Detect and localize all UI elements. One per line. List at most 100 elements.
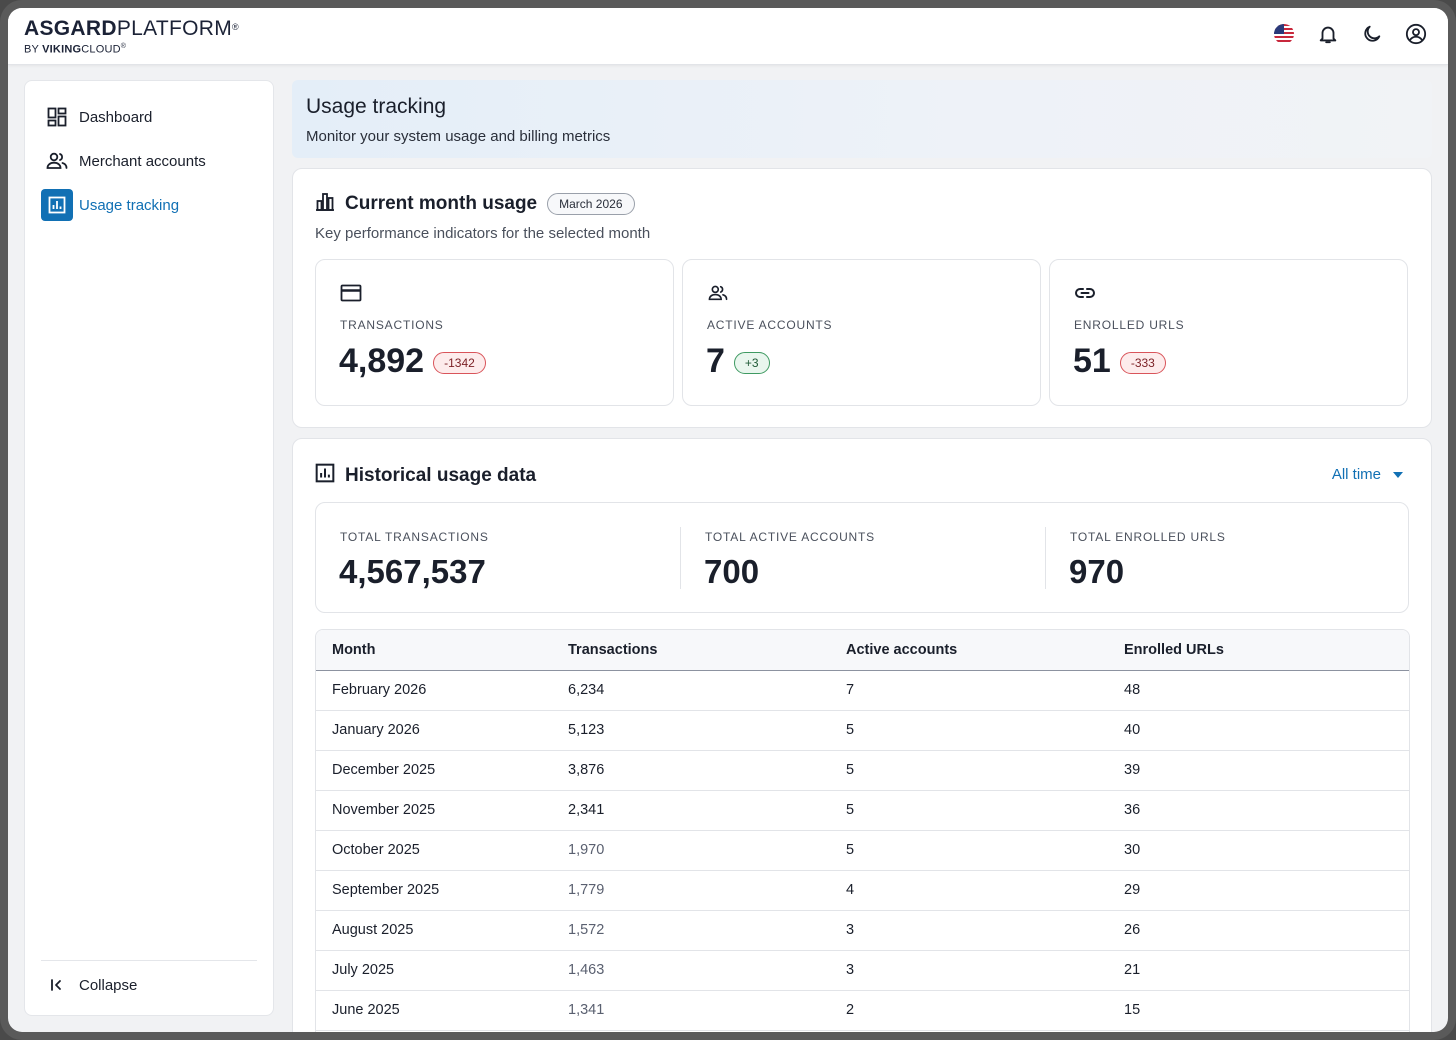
table-header-row: Month Transactions Active accounts Enrol… <box>316 630 1409 670</box>
cell-month: August 2025 <box>316 910 568 951</box>
cell-transactions: 1,970 <box>568 830 846 871</box>
caret-down-icon <box>1393 471 1403 478</box>
dashboard-icon <box>41 101 73 133</box>
cell-enrolled-urls: 30 <box>1124 830 1409 871</box>
sidebar: Dashboard Merchant accounts Usage tracki… <box>24 80 274 1016</box>
cell-month: February 2026 <box>316 670 568 711</box>
sidebar-item-dashboard[interactable]: Dashboard <box>41 101 259 133</box>
moon-icon[interactable] <box>1360 22 1384 46</box>
historical-usage-card: Historical usage data All time TOTAL TRA… <box>292 438 1432 1032</box>
kpi-value: 51 <box>1073 342 1111 380</box>
cell-month: December 2025 <box>316 750 568 791</box>
page-header: Usage tracking Monitor your system usage… <box>292 80 1432 158</box>
cell-enrolled-urls: 15 <box>1124 990 1409 1031</box>
page-subtitle: Monitor your system usage and billing me… <box>306 128 611 145</box>
totals-divider <box>1045 527 1046 589</box>
kpi-label: TRANSACTIONS <box>340 318 444 332</box>
total-value: 4,567,537 <box>339 553 486 590</box>
cell-transactions: 3,876 <box>568 750 846 791</box>
table-row: July 2025 1,463 3 21 <box>316 950 1409 991</box>
cell-month: September 2025 <box>316 870 568 911</box>
cell-active-accounts: 5 <box>846 710 1124 751</box>
column-header-enrolled-urls[interactable]: Enrolled URLs <box>1124 641 1224 658</box>
logo-wordmark: ASGARDPLATFORM® <box>24 17 239 40</box>
top-bar: ASGARDPLATFORM® BY VIKINGCLOUD® <box>8 8 1448 65</box>
cell-active-accounts: 2 <box>846 990 1124 1031</box>
kpi-value: 7 <box>706 342 725 380</box>
totals-divider <box>680 527 681 589</box>
historical-header: Historical usage data <box>315 463 536 488</box>
cell-transactions: 1,779 <box>568 870 846 911</box>
bar-chart-icon <box>315 191 335 216</box>
cell-active-accounts: 5 <box>846 750 1124 791</box>
users-icon <box>41 145 73 177</box>
kpi-value-row: 51 -333 <box>1073 342 1166 381</box>
chart-icon <box>41 189 73 221</box>
cell-enrolled-urls: 39 <box>1124 750 1409 791</box>
kpi-label: ENROLLED URLS <box>1074 318 1185 332</box>
current-month-card: Current month usage March 2026 Key perfo… <box>292 168 1432 428</box>
month-badge: March 2026 <box>547 192 635 215</box>
table-row <box>316 1030 1409 1032</box>
cell-enrolled-urls: 36 <box>1124 790 1409 831</box>
total-label: TOTAL ACTIVE ACCOUNTS <box>705 530 875 544</box>
brand-logo[interactable]: ASGARDPLATFORM® BY VIKINGCLOUD® <box>24 18 239 56</box>
cell-active-accounts: 5 <box>846 790 1124 831</box>
cell-enrolled-urls <box>1124 1030 1409 1032</box>
column-header-transactions[interactable]: Transactions <box>568 641 658 658</box>
sidebar-item-label: Usage tracking <box>79 196 180 214</box>
top-actions <box>1272 22 1428 46</box>
cell-enrolled-urls: 26 <box>1124 910 1409 951</box>
table-row: June 2025 1,341 2 15 <box>316 990 1409 1031</box>
table-row: October 2025 1,970 5 30 <box>316 830 1409 871</box>
cell-active-accounts <box>846 1030 1124 1032</box>
logo-byline: BY VIKINGCLOUD® <box>24 43 127 56</box>
cell-active-accounts: 3 <box>846 910 1124 951</box>
table-row: November 2025 2,341 5 36 <box>316 790 1409 831</box>
collapse-left-icon <box>41 969 73 1001</box>
kpi-delta-badge: -1342 <box>433 351 486 374</box>
historical-title: Historical usage data <box>345 464 537 486</box>
user-circle-icon[interactable] <box>1404 22 1428 46</box>
app-screen: ASGARDPLATFORM® BY VIKINGCLOUD® <box>8 8 1448 1032</box>
cell-transactions: 2,341 <box>568 790 846 831</box>
current-month-subtitle: Key performance indicators for the selec… <box>315 225 651 242</box>
cell-active-accounts: 3 <box>846 950 1124 991</box>
column-header-active-accounts[interactable]: Active accounts <box>846 641 958 658</box>
cell-month: January 2026 <box>316 710 568 751</box>
totals-panel: TOTAL TRANSACTIONS 4,567,537 TOTAL ACTIV… <box>315 502 1409 613</box>
sidebar-divider <box>41 960 257 961</box>
sidebar-item-usage-tracking[interactable]: Usage tracking <box>41 189 259 221</box>
kpi-value: 4,892 <box>339 342 425 380</box>
current-month-title: Current month usage <box>345 192 538 214</box>
link-icon <box>1074 284 1096 307</box>
cell-transactions: 5,123 <box>568 710 846 751</box>
collapse-button[interactable]: Collapse <box>41 969 259 1001</box>
total-label: TOTAL TRANSACTIONS <box>340 530 489 544</box>
table-row: January 2026 5,123 5 40 <box>316 710 1409 751</box>
total-value: 700 <box>704 553 760 590</box>
us-flag-icon[interactable] <box>1272 22 1296 46</box>
cell-enrolled-urls: 48 <box>1124 670 1409 711</box>
table-row: December 2025 3,876 5 39 <box>316 750 1409 791</box>
cell-enrolled-urls: 21 <box>1124 950 1409 991</box>
kpi-delta-badge: +3 <box>733 351 770 374</box>
cell-transactions: 1,572 <box>568 910 846 951</box>
page-title: Usage tracking <box>306 95 447 118</box>
time-range-value: All time <box>1331 466 1381 483</box>
table-row: August 2025 1,572 3 26 <box>316 910 1409 951</box>
cell-transactions: 6,234 <box>568 670 846 711</box>
cell-transactions <box>568 1030 846 1032</box>
table-row: September 2025 1,779 4 29 <box>316 870 1409 911</box>
cell-transactions: 1,463 <box>568 950 846 991</box>
cell-month: June 2025 <box>316 990 568 1031</box>
total-transactions: TOTAL TRANSACTIONS 4,567,537 <box>316 503 680 614</box>
column-header-month[interactable]: Month <box>332 641 376 658</box>
bell-icon[interactable] <box>1316 22 1340 46</box>
total-active-accounts: TOTAL ACTIVE ACCOUNTS 700 <box>681 503 1045 614</box>
time-range-dropdown[interactable]: All time <box>1332 466 1403 483</box>
chart-icon <box>315 463 335 488</box>
kpi-card-transactions: TRANSACTIONS 4,892 -1342 <box>315 259 674 406</box>
sidebar-item-merchant-accounts[interactable]: Merchant accounts <box>41 145 259 177</box>
